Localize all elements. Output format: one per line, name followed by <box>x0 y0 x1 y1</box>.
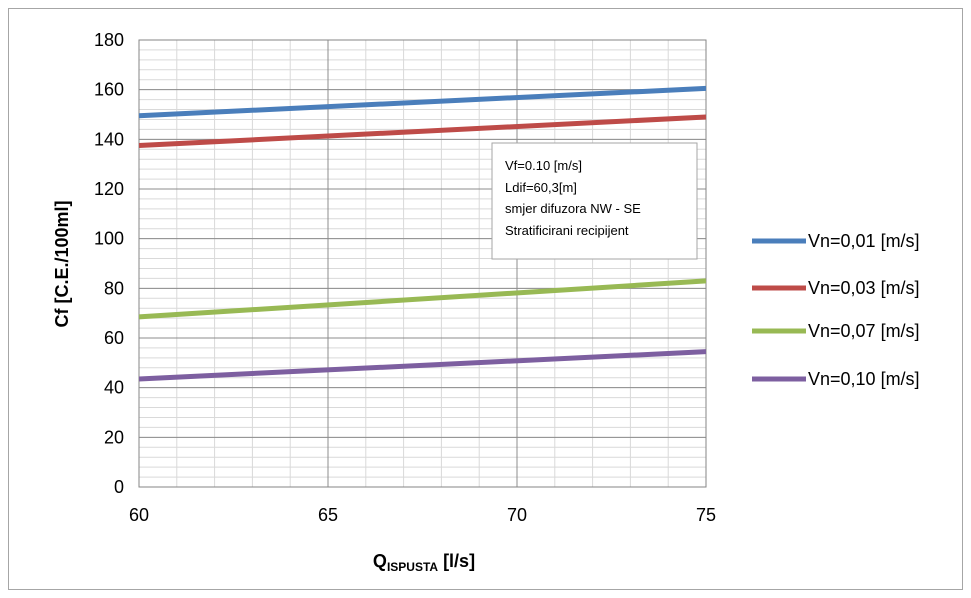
y-tick-label: 180 <box>94 30 124 50</box>
annotation-line-2: Ldif=60,3[m] <box>505 180 577 195</box>
series-line-3 <box>138 278 707 320</box>
plot-area <box>138 39 707 488</box>
x-tick-label: 70 <box>507 505 527 525</box>
y-tick-label: 60 <box>104 328 124 348</box>
series-lines <box>138 85 707 382</box>
series-line-4 <box>138 349 707 382</box>
annotation-box: Vf=0.10 [m/s] Ldif=60,3[m] smjer difuzor… <box>491 142 698 260</box>
annotation-line-3: smjer difuzora NW - SE <box>505 201 641 216</box>
y-tick-label: 80 <box>104 278 124 298</box>
x-axis-title-subscript: ISPUSTA <box>387 560 438 574</box>
series-line-1 <box>138 85 707 119</box>
y-tick-label: 100 <box>94 229 124 249</box>
x-axis-title-main: Q <box>373 551 387 571</box>
y-tick-label: 140 <box>94 129 124 149</box>
legend-label-4: Vn=0,10 [m/s] <box>808 369 920 389</box>
y-tick-label: 0 <box>114 477 124 497</box>
x-axis-title: QISPUSTA [l/s] <box>373 551 475 574</box>
major-gridlines <box>138 39 707 488</box>
y-tick-label: 160 <box>94 80 124 100</box>
chart-frame <box>8 8 963 590</box>
x-axis-ticks: 60 65 70 75 <box>129 505 716 525</box>
y-tick-label: 120 <box>94 179 124 199</box>
y-axis-ticks: 0 20 40 60 80 100 120 140 160 180 <box>94 30 124 497</box>
series-line-2 <box>138 114 707 149</box>
y-axis-title: Cf [C.E./100ml] <box>52 200 72 327</box>
legend-label-1: Vn=0,01 [m/s] <box>808 231 920 251</box>
y-tick-label: 40 <box>104 378 124 398</box>
annotation-line-1: Vf=0.10 [m/s] <box>505 158 582 173</box>
minor-gridlines <box>138 39 707 488</box>
x-tick-label: 65 <box>318 505 338 525</box>
x-tick-label: 75 <box>696 505 716 525</box>
x-tick-label: 60 <box>129 505 149 525</box>
legend-label-2: Vn=0,03 [m/s] <box>808 278 920 298</box>
legend: Vn=0,01 [m/s] Vn=0,03 [m/s] Vn=0,07 [m/s] V… <box>752 231 920 389</box>
annotation-line-4: Stratificirani recipijent <box>505 223 629 238</box>
legend-label-3: Vn=0,07 [m/s] <box>808 321 920 341</box>
x-axis-title-unit: [l/s] <box>438 551 475 571</box>
y-tick-label: 20 <box>104 427 124 447</box>
